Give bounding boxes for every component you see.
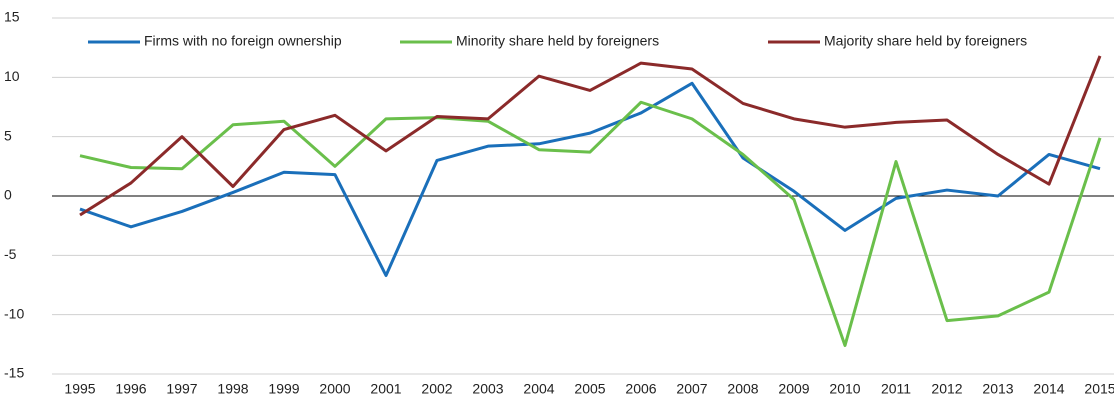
x-tick-label: 2001 — [370, 381, 401, 397]
x-tick-label: 2002 — [421, 381, 452, 397]
x-tick-label: 2013 — [982, 381, 1013, 397]
x-tick-label: 1998 — [217, 381, 248, 397]
y-tick-label: 5 — [4, 127, 12, 143]
x-tick-label: 1996 — [115, 381, 146, 397]
x-tick-label: 2007 — [676, 381, 707, 397]
y-tick-label: -5 — [4, 246, 17, 262]
x-tick-label: 2014 — [1033, 381, 1064, 397]
y-tick-label: -10 — [4, 305, 24, 321]
x-tick-label: 1997 — [166, 381, 197, 397]
x-tick-label: 2004 — [523, 381, 554, 397]
x-tick-label: 2008 — [727, 381, 758, 397]
line-series — [79, 100, 1102, 348]
x-tick-label: 2003 — [472, 381, 503, 397]
x-tick-label: 2005 — [574, 381, 605, 397]
x-tick-label: 2015 — [1084, 381, 1114, 397]
x-tick-label: 2006 — [625, 381, 656, 397]
x-tick-label: 1999 — [268, 381, 299, 397]
y-tick-label: 0 — [4, 187, 12, 203]
y-tick-label: 15 — [4, 9, 20, 25]
legend-label: Firms with no foreign ownership — [144, 33, 342, 49]
y-tick-label: -15 — [4, 365, 24, 381]
x-tick-label: 2000 — [319, 381, 350, 397]
legend-label: Minority share held by foreigners — [456, 33, 659, 49]
x-tick-label: 1995 — [64, 381, 95, 397]
x-tick-label: 2010 — [829, 381, 860, 397]
x-tick-label: 2009 — [778, 381, 809, 397]
x-tick-label: 2011 — [881, 381, 911, 397]
line-series — [79, 81, 1101, 278]
y-tick-label: 10 — [4, 68, 20, 84]
x-tick-label: 2012 — [931, 381, 962, 397]
legend-label: Majority share held by foreigners — [824, 33, 1027, 49]
line-series — [79, 55, 1102, 217]
